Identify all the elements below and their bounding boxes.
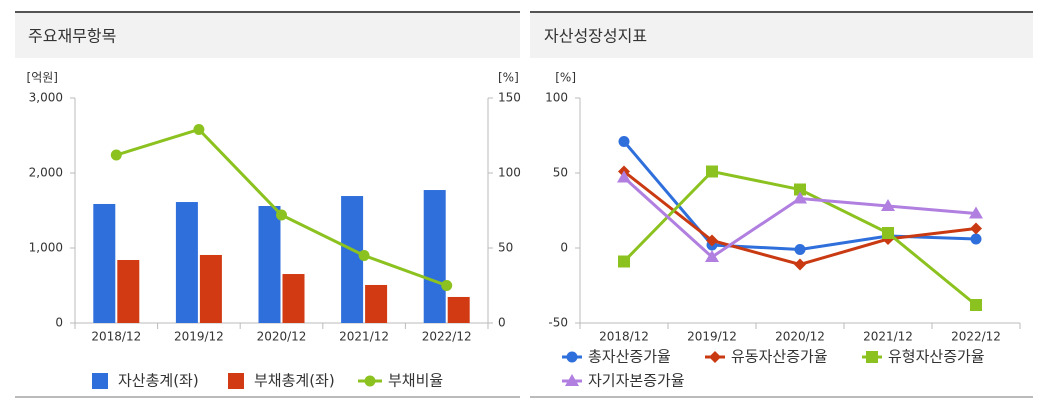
- panel-title: 주요재무항목: [28, 27, 116, 46]
- x-tick-label: 2019/12: [174, 330, 224, 344]
- marker: [617, 170, 631, 183]
- legend-swatch: [566, 351, 578, 363]
- x-tick-label: 2021/12: [339, 330, 389, 344]
- marker: [793, 191, 807, 204]
- marker: [794, 258, 806, 271]
- marker: [706, 234, 718, 247]
- marker: [618, 255, 630, 268]
- bar: [175, 202, 198, 323]
- marker: [706, 165, 718, 178]
- bar: [117, 260, 140, 323]
- series-line: [115, 127, 448, 287]
- marker: [110, 149, 122, 161]
- panel-header: [530, 12, 1033, 58]
- y2-tick-label: 50: [498, 241, 513, 255]
- y-tick-label: 3,000: [29, 91, 63, 105]
- marker: [970, 233, 982, 245]
- y-tick-label: 1,000: [29, 241, 63, 255]
- marker: [970, 222, 982, 235]
- bar: [341, 196, 364, 323]
- legend-label: 자산총계(좌): [118, 372, 199, 390]
- legend-label: 자기자본증가율: [588, 372, 685, 390]
- marker: [441, 280, 453, 291]
- marker: [276, 209, 287, 221]
- x-tick-label: 2022/12: [422, 330, 472, 344]
- y-tick-label: 2,000: [29, 166, 63, 180]
- y2-tick-label: 100: [498, 166, 521, 180]
- bar: [199, 254, 222, 323]
- y-unit: [%]: [555, 71, 576, 85]
- y2-tick-label: 0: [498, 316, 506, 330]
- x-tick-label: 2020/12: [257, 330, 307, 344]
- panel-header: [15, 12, 520, 58]
- y-unit: [억원]: [27, 71, 58, 85]
- legend-label: 부채비율: [388, 372, 443, 390]
- marker: [794, 183, 806, 196]
- legend-swatch: [866, 351, 878, 363]
- bar: [282, 274, 305, 323]
- marker: [705, 250, 719, 262]
- y-tick-label: 100: [545, 91, 568, 105]
- marker: [794, 244, 806, 255]
- x-tick-label: 2021/12: [863, 330, 913, 344]
- y2-unit: [%]: [498, 71, 519, 85]
- marker: [193, 124, 205, 135]
- y-tick-label: 0: [560, 241, 568, 255]
- marker: [970, 299, 982, 311]
- bar: [423, 190, 446, 323]
- legend-swatch: [92, 373, 108, 389]
- marker: [618, 136, 630, 147]
- x-tick-label: 2020/12: [775, 330, 825, 344]
- marker: [358, 250, 370, 261]
- y-tick-label: -50: [548, 316, 568, 330]
- legend-label: 유형자산증가율: [888, 348, 985, 366]
- x-tick-label: 2022/12: [951, 330, 1001, 344]
- y-tick-label: 0: [55, 316, 63, 330]
- marker: [881, 199, 895, 211]
- bar: [93, 203, 116, 323]
- legend-swatch: [709, 351, 721, 363]
- bar: [258, 206, 281, 323]
- x-tick-label: 2018/12: [91, 330, 141, 344]
- y2-tick-label: 150: [498, 91, 521, 105]
- legend-swatch: [565, 374, 579, 386]
- x-tick-label: 2019/12: [687, 330, 737, 344]
- legend-label: 유동자산증가율: [731, 348, 828, 366]
- legend-label: 부채총계(좌): [254, 372, 335, 390]
- legend-swatch: [228, 373, 244, 389]
- panel-title: 자산성장성지표: [544, 27, 647, 46]
- x-tick-label: 2018/12: [599, 330, 649, 344]
- bar: [365, 284, 388, 323]
- marker: [882, 227, 894, 239]
- y-tick-label: 50: [553, 166, 568, 180]
- legend-label: 총자산증가율: [588, 348, 671, 366]
- legend-swatch: [364, 375, 376, 387]
- marker: [969, 206, 983, 219]
- bar: [447, 296, 470, 323]
